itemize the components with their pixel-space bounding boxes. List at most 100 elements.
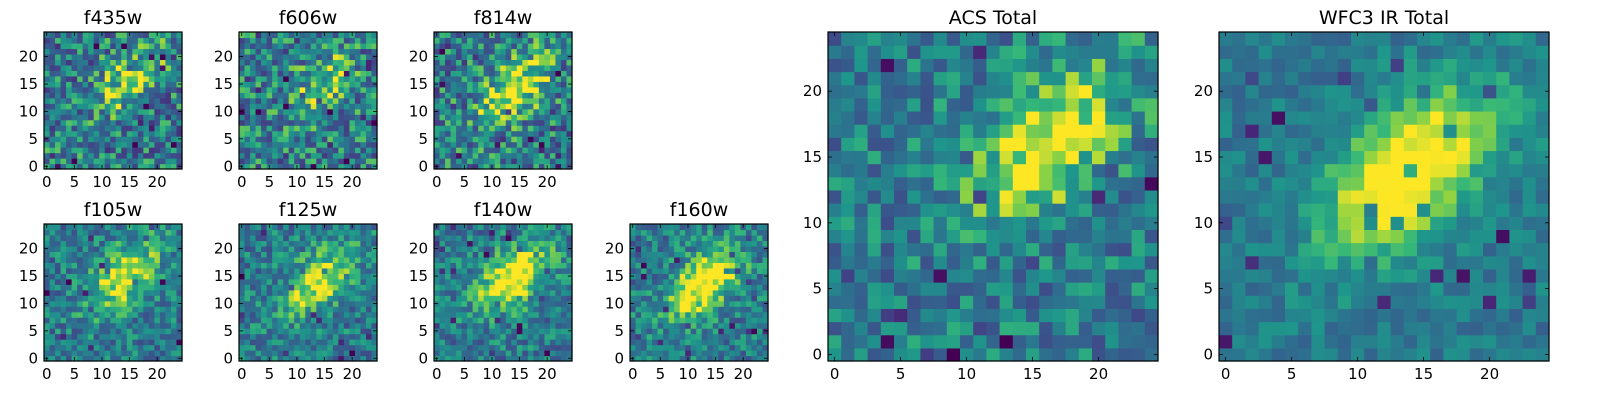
- heatmap-cell: [1105, 295, 1119, 309]
- heatmap-cell: [538, 158, 545, 165]
- heatmap-cell: [533, 333, 540, 340]
- heatmap-cell: [343, 355, 350, 362]
- heatmap-cell: [450, 119, 457, 126]
- heatmap-cell: [456, 158, 463, 165]
- heatmap-cell: [77, 119, 84, 126]
- heatmap-cell: [635, 234, 642, 242]
- heatmap-cell: [1078, 255, 1093, 270]
- heatmap-cell: [77, 70, 84, 77]
- heatmap-cell: [701, 245, 708, 252]
- heatmap-cell: [505, 256, 512, 263]
- heatmap-cell: [299, 322, 306, 329]
- heatmap-cell: [527, 344, 534, 351]
- heatmap-cell: [533, 130, 540, 137]
- heatmap-cell: [93, 355, 100, 362]
- heatmap-cell: [277, 251, 284, 258]
- heatmap-cell: [154, 251, 161, 258]
- heatmap-cell: [77, 125, 84, 132]
- heatmap-cell: [445, 114, 452, 121]
- heatmap-cell: [472, 256, 479, 263]
- heatmap-cell: [646, 306, 653, 313]
- heatmap-cell: [973, 189, 987, 204]
- heatmap-cell: [841, 282, 855, 296]
- heatmap-cell: [489, 92, 496, 99]
- heatmap-cell: [283, 355, 290, 362]
- heatmap-cell: [555, 48, 562, 55]
- heatmap-cell: [99, 119, 106, 126]
- heatmap-cell: [299, 147, 306, 154]
- heatmap-cell: [132, 130, 139, 137]
- heatmap-cell: [244, 59, 251, 66]
- heatmap-cell: [294, 147, 301, 154]
- x-tick-label: 0: [237, 365, 247, 383]
- heatmap-cell: [472, 295, 479, 302]
- heatmap-cell: [82, 125, 89, 132]
- heatmap-cell: [250, 141, 257, 148]
- heatmap-cell: [652, 273, 659, 280]
- heatmap-cell: [288, 278, 295, 285]
- heatmap-cell: [527, 125, 534, 132]
- heatmap-cell: [635, 262, 642, 269]
- heatmap-cell: [679, 262, 686, 269]
- heatmap-cell: [630, 256, 637, 263]
- x-tick-label: 5: [460, 365, 470, 383]
- heatmap-cell: [283, 130, 290, 137]
- heatmap-cell: [115, 152, 122, 159]
- heatmap-cell: [137, 141, 144, 148]
- heatmap-cell: [165, 158, 172, 165]
- heatmap-cell: [126, 147, 133, 154]
- heatmap-cell: [266, 229, 273, 236]
- heatmap-cell: [500, 114, 507, 121]
- heatmap-cell: [522, 278, 529, 285]
- heatmap-cell: [762, 306, 769, 313]
- heatmap-cell: [44, 262, 51, 269]
- heatmap-cell: [668, 278, 675, 285]
- heatmap-cell: [1144, 203, 1159, 217]
- heatmap-cell: [244, 339, 251, 346]
- heatmap-cell: [349, 328, 356, 335]
- heatmap-cell: [516, 245, 523, 252]
- heatmap-cell: [338, 240, 345, 247]
- heatmap-cell: [467, 81, 474, 88]
- heatmap-cell: [115, 125, 122, 132]
- heatmap-cell: [132, 59, 139, 66]
- heatmap-cell: [277, 108, 284, 115]
- heatmap-cell: [170, 245, 178, 252]
- heatmap-cell: [762, 234, 769, 242]
- heatmap-cell: [321, 158, 328, 165]
- heatmap-cell: [500, 240, 507, 247]
- heatmap-cell: [148, 295, 155, 302]
- heatmap-cell: [434, 141, 441, 148]
- heatmap-cell: [1065, 176, 1080, 191]
- heatmap-cell: [500, 37, 507, 44]
- heatmap-cell: [82, 114, 89, 121]
- heatmap-cell: [93, 97, 100, 104]
- heatmap-cell: [44, 119, 51, 126]
- heatmap-cell: [489, 256, 496, 263]
- heatmap-cell: [55, 234, 62, 242]
- heatmap-cell: [272, 152, 279, 159]
- heatmap-cell: [261, 53, 268, 60]
- heatmap-cell: [299, 317, 306, 324]
- heatmap-cell: [434, 322, 441, 329]
- heatmap-cell: [494, 81, 501, 88]
- heatmap-cell: [841, 347, 855, 362]
- heatmap-cell: [533, 300, 540, 307]
- heatmap-cell: [712, 229, 719, 236]
- heatmap-cell: [527, 59, 534, 66]
- heatmap-cell: [71, 328, 78, 335]
- heatmap-cell: [305, 37, 312, 44]
- heatmap-cell: [494, 48, 501, 55]
- heatmap-cell: [88, 103, 95, 110]
- heatmap-cell: [445, 251, 452, 258]
- heatmap-cell: [701, 328, 708, 335]
- heatmap-cell: [549, 278, 557, 285]
- heatmap-cell: [261, 103, 268, 110]
- heatmap-cell: [55, 344, 62, 351]
- heatmap-cell: [143, 141, 150, 148]
- heatmap-cell: [277, 114, 284, 121]
- heatmap-cell: [478, 75, 485, 82]
- heatmap-cell: [740, 306, 747, 313]
- heatmap-cell: [104, 64, 111, 71]
- heatmap-cell: [489, 108, 496, 115]
